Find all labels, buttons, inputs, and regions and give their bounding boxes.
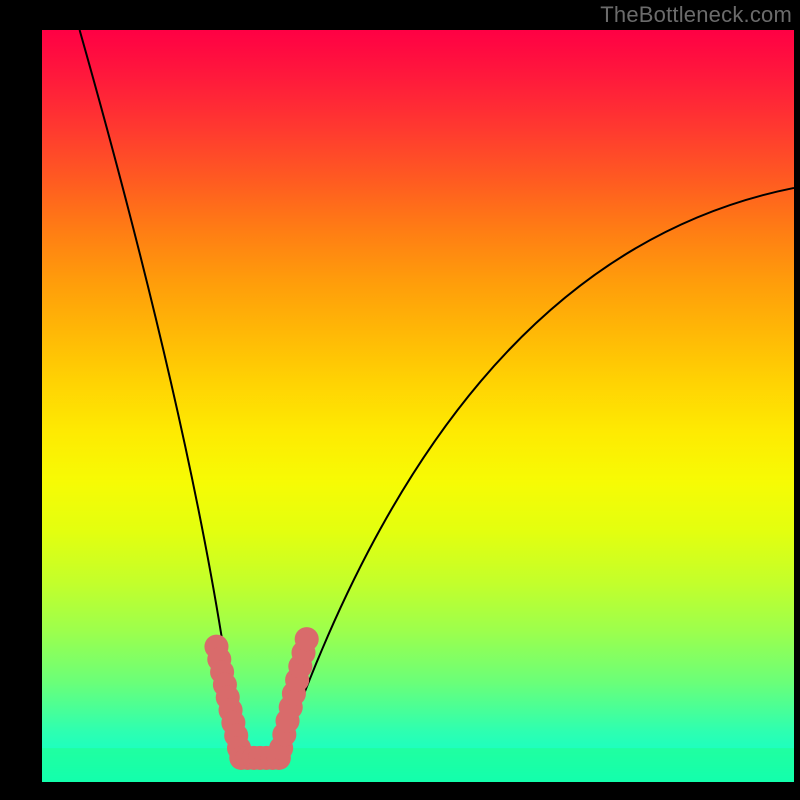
watermark-text: TheBottleneck.com [600, 2, 792, 28]
chart-canvas: TheBottleneck.com [0, 0, 800, 800]
green-band [42, 748, 794, 782]
plot-area [42, 30, 794, 782]
valley-dot [295, 627, 319, 651]
chart-svg [42, 30, 794, 782]
bottleneck-curve [80, 30, 794, 757]
